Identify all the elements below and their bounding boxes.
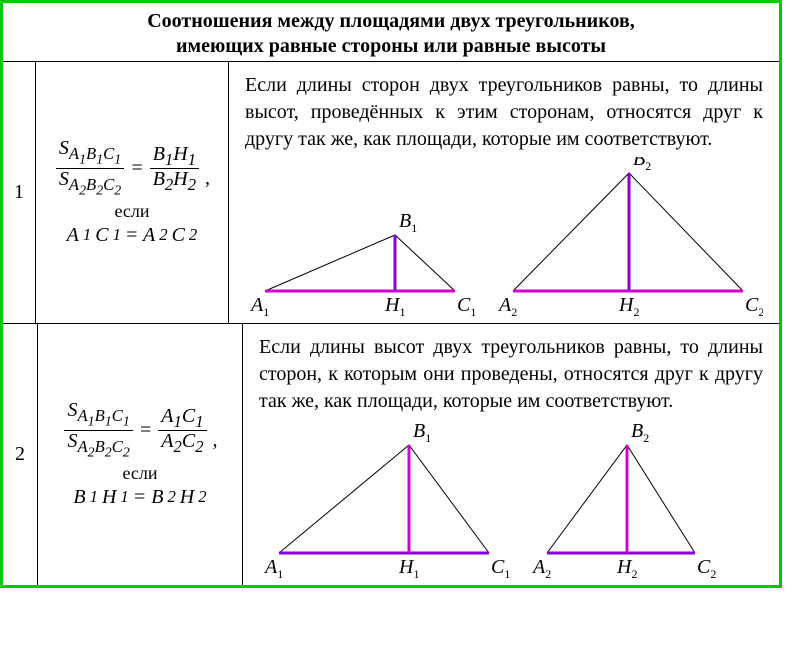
triangle-figure: A2 H2 C2 B2: [527, 419, 717, 579]
description-text: Если длины высот двух треугольников равн…: [259, 334, 763, 415]
formula-cell: SA1B1C1SA2B2C2 = A1C1A2C2 , если B1H1 = …: [38, 324, 243, 585]
svg-text:H2: H2: [618, 294, 639, 317]
title-line2: имеющих равные стороны или равные высоты: [176, 35, 606, 57]
svg-text:H1: H1: [398, 556, 419, 579]
description-cell: Если длины сторон двух треугольников рав…: [229, 62, 779, 323]
formula-condition: B1H1 = B2H2: [73, 486, 206, 509]
triangle-figure: A2 H2 C2 B2: [493, 157, 763, 317]
area-ratio-formula: SA1B1C1SA2B2C2 = B1H1B2H2 ,: [54, 138, 210, 199]
svg-text:A2: A2: [497, 294, 517, 317]
formula-cell: SA1B1C1SA2B2C2 = B1H1B2H2 , если A1C1 = …: [36, 62, 229, 323]
figures: A1 H1 C1 B1 A2 H2 C2 B2: [245, 157, 763, 317]
formula-if-word: если: [114, 201, 149, 222]
svg-text:B1: B1: [413, 420, 431, 445]
figures: A1 H1 C1 B1 A2 H2 C2 B2: [259, 419, 763, 579]
svg-text:B2: B2: [633, 157, 651, 173]
svg-text:A1: A1: [263, 556, 283, 579]
formula-condition: A1C1 = A2C2: [67, 224, 198, 247]
title-line1: Соотношения между площадями двух треугол…: [147, 10, 635, 32]
svg-text:B1: B1: [399, 210, 417, 235]
description-text: Если длины сторон двух треугольников рав…: [245, 72, 763, 153]
row-number: 1: [3, 62, 36, 323]
svg-text:C2: C2: [745, 294, 763, 317]
rows-container: 1 SA1B1C1SA2B2C2 = B1H1B2H2 , если A1C1 …: [3, 62, 779, 585]
svg-text:H2: H2: [616, 556, 637, 579]
page-title: Соотношения между площадями двух треугол…: [3, 3, 779, 62]
svg-text:H1: H1: [384, 294, 405, 317]
row-number: 2: [3, 324, 38, 585]
svg-text:B2: B2: [631, 420, 649, 445]
table-row: 1 SA1B1C1SA2B2C2 = B1H1B2H2 , если A1C1 …: [3, 62, 779, 323]
table-row: 2 SA1B1C1SA2B2C2 = A1C1A2C2 , если B1H1 …: [3, 323, 779, 585]
triangle-figure: A1 H1 C1 B1: [259, 419, 509, 579]
svg-text:A2: A2: [531, 556, 551, 579]
svg-text:C2: C2: [697, 556, 716, 579]
area-ratio-formula: SA1B1C1SA2B2C2 = A1C1A2C2 ,: [62, 400, 217, 461]
formula-if-word: если: [122, 463, 157, 484]
svg-text:C1: C1: [491, 556, 509, 579]
svg-text:C1: C1: [457, 294, 475, 317]
description-cell: Если длины высот двух треугольников равн…: [243, 324, 779, 585]
triangle-figure: A1 H1 C1 B1: [245, 157, 475, 317]
page-frame: Соотношения между площадями двух треугол…: [0, 0, 782, 588]
svg-text:A1: A1: [249, 294, 269, 317]
